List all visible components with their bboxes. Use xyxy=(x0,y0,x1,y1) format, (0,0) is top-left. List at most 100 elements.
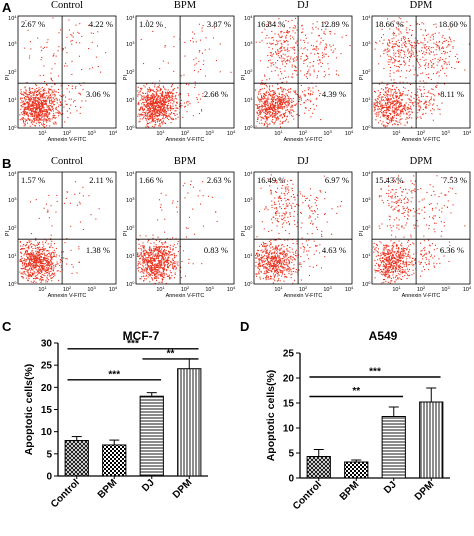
x-tick-label: 104 xyxy=(227,129,236,137)
x-tick-label: 101 xyxy=(156,285,165,293)
x-tick-label: 103 xyxy=(441,285,450,293)
significance-label: *** xyxy=(127,338,139,349)
x-tick-label: DJ xyxy=(382,479,399,496)
y-tick-label: 5 xyxy=(46,449,52,460)
x-tick-label: Control xyxy=(49,477,82,510)
chart-title: A549 xyxy=(369,329,398,343)
x-tick-label: 101 xyxy=(156,129,165,137)
x-tick-label: 102 xyxy=(63,285,72,293)
y-tick-label: 104 xyxy=(362,170,371,178)
significance-label: ** xyxy=(352,386,360,397)
x-tick-label: 102 xyxy=(417,129,426,137)
y-tick-label: 104 xyxy=(126,14,135,22)
quadrant-ul-value: 1.66 % xyxy=(139,175,163,185)
flow-event-dots xyxy=(19,17,106,128)
x-tick-label: 101 xyxy=(392,285,401,293)
y-tick-label: 30 xyxy=(41,339,53,350)
x-tick-label: 103 xyxy=(323,129,332,137)
bar-dj xyxy=(140,396,163,476)
bar-dpm xyxy=(420,402,443,478)
y-tick-label: 102 xyxy=(126,224,135,232)
y-tick-label: 102 xyxy=(362,68,371,76)
significance-label: ** xyxy=(167,348,175,359)
quadrant-ul-value: 2.67 % xyxy=(21,19,45,29)
bar-control xyxy=(307,457,330,479)
flow-plot-title: Control xyxy=(51,156,83,167)
flow-plot-title: BPM xyxy=(174,0,197,11)
flow-event-dots xyxy=(19,181,100,283)
quadrant-ur-value: 3.87 % xyxy=(207,19,231,29)
y-tick-label: 102 xyxy=(126,68,135,76)
x-tick-label: 103 xyxy=(87,285,96,293)
y-tick-label: 101 xyxy=(126,96,135,104)
x-tick-label: DJ xyxy=(140,477,157,494)
x-tick-label: 102 xyxy=(299,285,308,293)
quadrant-ul-value: 1.02 % xyxy=(139,19,163,29)
flow-event-dots xyxy=(255,18,351,128)
x-tick-label: Control xyxy=(291,479,324,512)
y-tick-label: 101 xyxy=(244,252,253,260)
x-tick-label: DPM xyxy=(413,479,437,503)
flow-x-axis-label: Annexin V-FITC xyxy=(284,137,323,143)
flow-y-axis-label: PI xyxy=(123,75,129,81)
panel-label-a: A xyxy=(2,0,12,15)
flow-x-axis-label: Annexin V-FITC xyxy=(402,137,441,143)
flow-plot-frame xyxy=(136,172,234,284)
quadrant-ur-value: 2.11 % xyxy=(89,175,113,185)
quadrant-lr-value: 0.83 % xyxy=(204,245,228,255)
flow-y-axis-label: PI xyxy=(241,75,247,81)
y-tick-label: 100 xyxy=(126,280,135,288)
flow-event-dots xyxy=(137,181,218,284)
flow-x-axis-label: Annexin V-FITC xyxy=(284,293,323,299)
y-axis-label: Apoptotic cells(%) xyxy=(23,364,35,456)
bar-dpm xyxy=(178,369,201,476)
flow-event-dots xyxy=(373,175,465,283)
x-tick-label: 104 xyxy=(345,129,354,137)
flow-y-axis-label: PI xyxy=(359,75,365,81)
y-tick-label: 104 xyxy=(8,170,17,178)
bar-control xyxy=(65,441,88,476)
y-tick-label: 101 xyxy=(362,96,371,104)
y-tick-label: 25 xyxy=(283,349,295,360)
y-tick-label: 104 xyxy=(244,170,253,178)
x-tick-label: DPM xyxy=(171,477,195,501)
quadrant-ur-value: 12.89 % xyxy=(321,19,349,29)
x-tick-label: 103 xyxy=(323,285,332,293)
x-tick-label: 104 xyxy=(463,285,472,293)
significance-label: *** xyxy=(369,367,381,378)
bar-bpm xyxy=(103,445,126,476)
significance-label: *** xyxy=(108,369,120,380)
flow-y-axis-label: PI xyxy=(359,231,365,237)
y-tick-label: 104 xyxy=(126,170,135,178)
quadrant-ul-value: 16.49 % xyxy=(257,175,285,185)
y-tick-label: 100 xyxy=(244,280,253,288)
x-tick-label: 103 xyxy=(87,129,96,137)
flow-plot-title: Control xyxy=(51,0,83,11)
x-tick-label: 102 xyxy=(181,129,190,137)
y-tick-label: 103 xyxy=(8,196,17,204)
quadrant-ur-value: 4.22 % xyxy=(89,19,113,29)
flow-plot-title: DPM xyxy=(410,156,433,167)
flow-x-axis-label: Annexin V-FITC xyxy=(166,137,205,143)
panel-label-b: B xyxy=(2,156,11,171)
flow-plot-title: DPM xyxy=(410,0,433,11)
panel-label-d: D xyxy=(240,319,249,334)
y-tick-label: 101 xyxy=(8,96,17,104)
y-tick-label: 10 xyxy=(283,424,295,435)
flow-x-axis-label: Annexin V-FITC xyxy=(402,293,441,299)
y-tick-label: 103 xyxy=(8,40,17,48)
y-tick-label: 103 xyxy=(362,196,371,204)
flow-y-axis-label: PI xyxy=(123,231,129,237)
quadrant-ur-value: 18.60 % xyxy=(439,19,467,29)
flow-plot-frame xyxy=(254,172,352,284)
y-tick-label: 100 xyxy=(362,280,371,288)
x-tick-label: 101 xyxy=(38,285,47,293)
x-tick-label: 101 xyxy=(38,129,47,137)
y-tick-label: 100 xyxy=(8,124,17,132)
